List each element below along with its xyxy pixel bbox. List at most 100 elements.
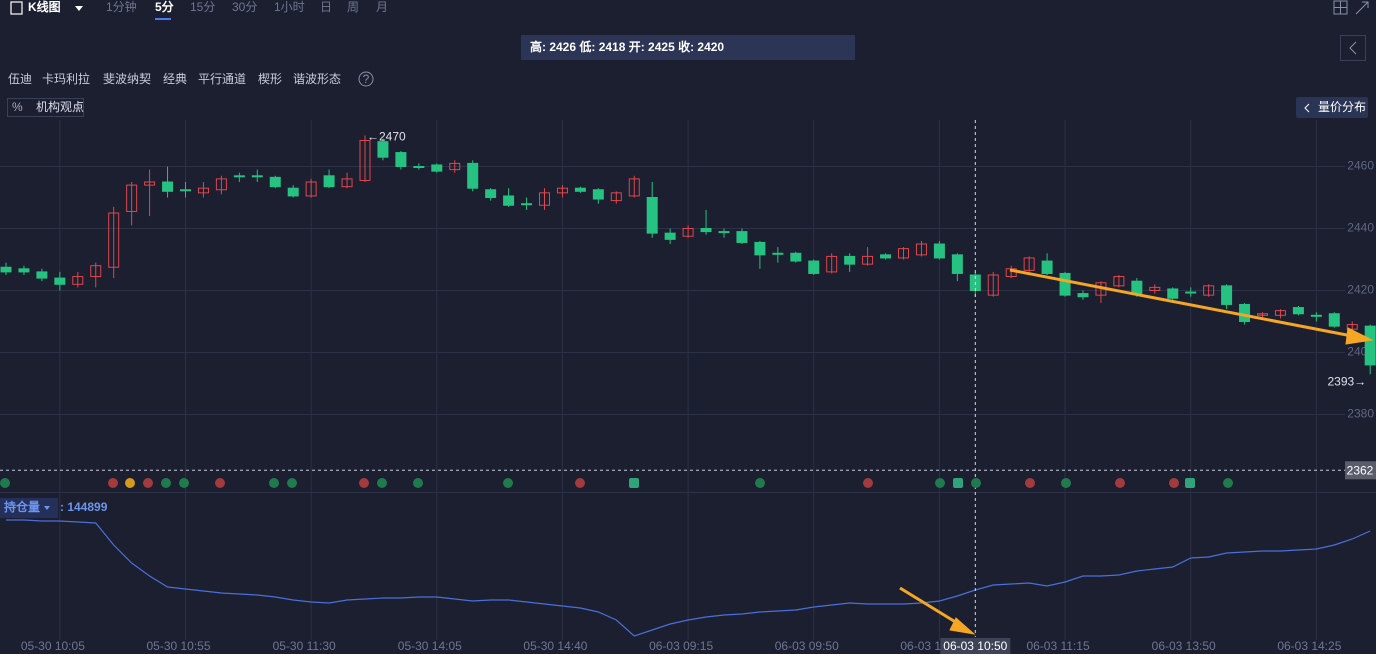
toolbar-title[interactable]: K线图 (28, 0, 61, 14)
drawing-tool[interactable]: 谐波形态 (293, 72, 341, 86)
candle-body (700, 228, 712, 233)
candle-body (1203, 285, 1215, 296)
timeframe-tab[interactable]: 5分 (155, 0, 174, 14)
timeframe-tab[interactable]: 周 (347, 0, 359, 14)
event-icon[interactable] (971, 478, 981, 488)
last-price-label: 2362 (1347, 463, 1374, 477)
x-tick-label: 06-03 14:25 (1277, 639, 1341, 653)
event-icon[interactable] (125, 478, 135, 488)
event-icon[interactable] (503, 478, 513, 488)
min-price-marker: 2393→ (1327, 374, 1366, 388)
event-icon[interactable] (755, 478, 765, 488)
event-icon[interactable] (629, 478, 639, 488)
candle-body (126, 184, 138, 212)
candle-body (1131, 280, 1143, 295)
arrow-head (949, 617, 976, 635)
candle-body (1185, 291, 1197, 294)
candle-body (1167, 288, 1179, 299)
candle-body (323, 175, 335, 188)
candle-body (180, 189, 191, 192)
candle-body (359, 139, 371, 181)
candle-body (1059, 272, 1071, 296)
candle-body (808, 260, 820, 274)
oi-selector[interactable] (0, 498, 58, 518)
badge-box[interactable] (7, 98, 84, 117)
timeframe-tab[interactable]: 1分钟 (106, 0, 137, 14)
candle-body (233, 175, 245, 178)
candle-body (108, 212, 120, 268)
y-tick-label: 2420 (1347, 283, 1374, 297)
event-icon[interactable] (215, 478, 225, 488)
x-tick-label: 06-03 09:15 (649, 639, 713, 653)
candle-body (431, 164, 443, 172)
event-icon[interactable] (935, 478, 945, 488)
timeframe-tab[interactable]: 1小时 (274, 0, 305, 14)
badge-icon: % (12, 100, 23, 114)
x-tick-label: 06-03 09:50 (775, 639, 839, 653)
drawing-tool[interactable]: 卡玛利拉 (42, 71, 90, 86)
collapse-button[interactable] (1340, 35, 1366, 61)
collapse-icon (1349, 41, 1357, 55)
candle-body (844, 255, 856, 265)
event-icon[interactable] (1115, 478, 1125, 488)
k-icon (10, 1, 23, 15)
expand-icon[interactable] (1355, 1, 1369, 15)
event-icon[interactable] (377, 478, 387, 488)
timeframe-tab[interactable]: 日 (320, 0, 332, 14)
drawing-tool[interactable]: 斐波纳契 (103, 72, 151, 86)
candle-body (197, 187, 209, 194)
candle-body (574, 187, 586, 192)
candle-body (951, 254, 963, 274)
event-icon[interactable] (575, 478, 585, 488)
event-icon[interactable] (1185, 478, 1195, 488)
x-tick-label: 05-30 10:55 (146, 639, 210, 653)
volume-profile-button[interactable] (1296, 97, 1368, 118)
candle-body (556, 187, 568, 194)
candle-body (862, 255, 874, 265)
candle-body (251, 175, 263, 178)
x-tick-label: 05-30 14:40 (523, 639, 587, 653)
event-icon[interactable] (359, 478, 369, 488)
candle-body (395, 152, 407, 168)
candle-body (628, 178, 640, 197)
event-icon[interactable] (863, 478, 873, 488)
event-icon[interactable] (1169, 478, 1179, 488)
event-icon[interactable] (179, 478, 189, 488)
event-icon[interactable] (0, 478, 10, 488)
candle-body (898, 248, 909, 259)
event-icon[interactable] (161, 478, 171, 488)
event-icon[interactable] (108, 478, 118, 488)
event-icon[interactable] (1223, 478, 1233, 488)
timeframe-tab[interactable]: 15分 (190, 0, 215, 14)
x-tick-label: 06-03 11:15 (1026, 639, 1089, 653)
drawing-tool[interactable]: 经典 (163, 72, 187, 86)
candle-body (1328, 313, 1340, 327)
candle-body (36, 271, 48, 279)
oi-readout: : 144899 (60, 500, 108, 514)
timeframe-tab[interactable]: 月 (376, 0, 388, 14)
trend-arrow (899, 586, 963, 628)
candle-body (413, 166, 425, 168)
trend-arrow (1009, 268, 1353, 338)
event-icon[interactable] (1061, 478, 1071, 488)
candle-body (90, 265, 102, 278)
drawing-tool[interactable]: 楔形 (258, 72, 282, 86)
help-circle[interactable] (358, 71, 374, 87)
event-icon[interactable] (1025, 478, 1035, 488)
y-tick-label: 2440 (1347, 221, 1374, 235)
candle-body (54, 277, 66, 285)
drawing-tool[interactable]: 伍迪 (8, 72, 32, 86)
event-icon[interactable] (413, 478, 423, 488)
candle-body (18, 268, 30, 273)
event-icon[interactable] (269, 478, 279, 488)
candle-body (646, 197, 658, 234)
candle-body (521, 203, 533, 206)
drawing-tool[interactable]: 平行通道 (198, 72, 246, 86)
timeframe-tab[interactable]: 30分 (232, 0, 257, 14)
event-icon[interactable] (953, 478, 963, 488)
candle-body (287, 187, 299, 197)
candle-body (1221, 285, 1233, 305)
event-icon[interactable] (143, 478, 153, 488)
event-icon[interactable] (287, 478, 297, 488)
